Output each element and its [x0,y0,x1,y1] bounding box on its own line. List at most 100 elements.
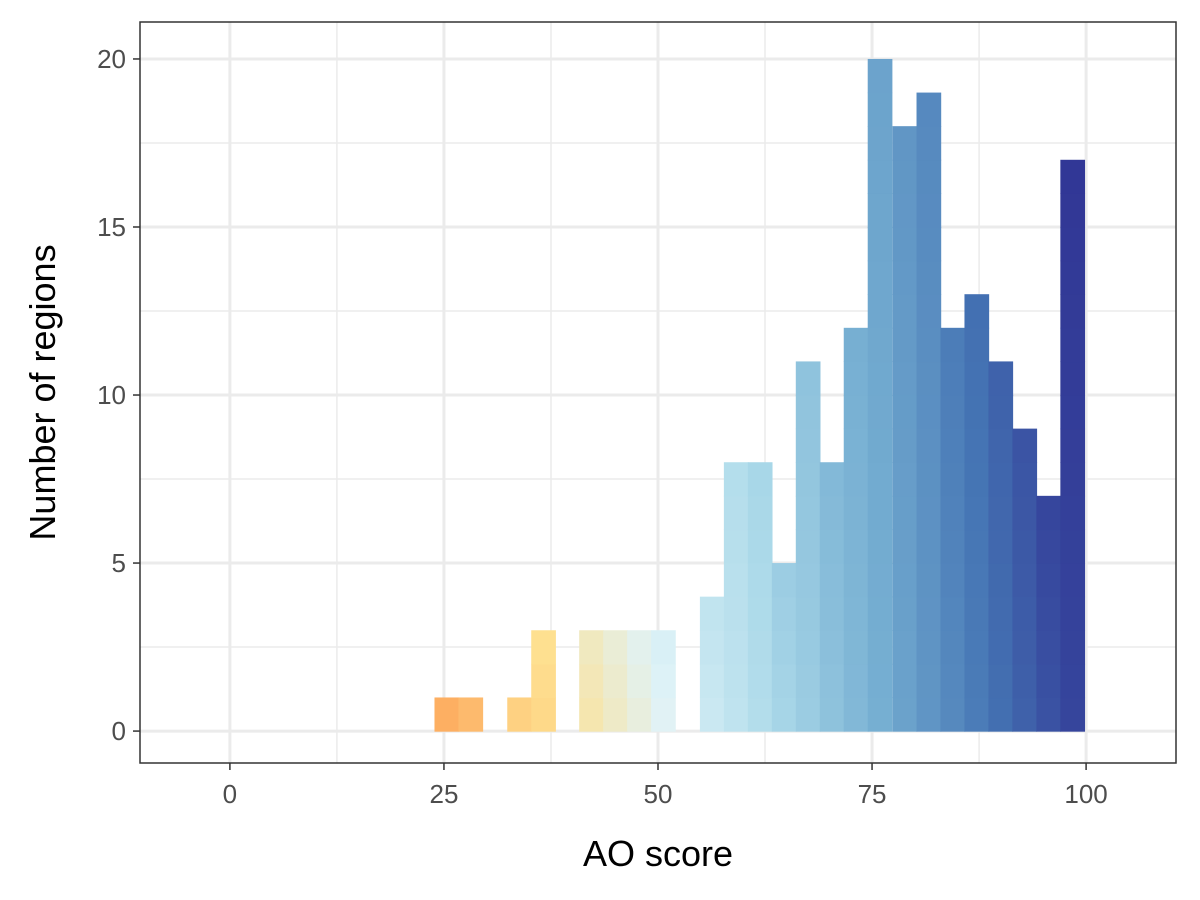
bar-segment [795,395,821,430]
bar-segment [747,596,773,631]
y-tick-label: 15 [97,212,126,242]
bar-segment [723,529,749,564]
bar-segment [531,663,556,699]
bar-segment [699,596,725,631]
bar-segment [940,596,966,631]
bar-segment [867,462,893,497]
bar-segment [723,495,749,531]
bar-segment [1012,529,1038,564]
bar-segment [1060,663,1086,699]
bar-segment [723,630,749,665]
bar-segment [1060,193,1086,228]
bar-segment [867,529,893,564]
x-tick-label: 100 [1064,779,1107,809]
bar-segment [892,361,918,396]
bar-segment [964,663,990,699]
bar-segment [1036,630,1062,665]
bar-segment [1036,697,1062,732]
bar-segment [964,495,990,531]
bar-segment [940,428,966,463]
bar-segment [507,697,532,732]
bar-segment [867,226,893,262]
bar-segment [795,596,821,631]
bar-segment [531,697,556,732]
y-tick-label: 0 [112,716,126,746]
bar-segment [964,294,990,329]
bar-segment [940,361,966,396]
bar-segment [747,462,773,497]
bar-segment [867,697,893,732]
bar-segment [867,92,893,127]
histogram-bar [916,92,942,732]
bar-segment [988,495,1014,531]
bar-segment [771,563,797,598]
bar-segment [892,193,918,228]
bar-segment [651,630,676,665]
bar-segment [988,630,1014,665]
bar-segment [843,663,869,699]
bar-segment [988,529,1014,564]
bar-segment [458,697,484,732]
bar-segment [892,428,918,463]
bar-segment [964,563,990,598]
bar-segment [916,395,942,430]
bar-segment [964,395,990,430]
bar-segment [1012,462,1038,497]
bar-segment [892,630,918,665]
bar-segment [795,697,821,732]
bar-segment [867,495,893,531]
bar-segment [1012,596,1038,631]
bar-segment [964,361,990,396]
bar-segment [867,630,893,665]
y-axis-title: Number of regions [22,244,63,540]
bar-segment [819,663,845,699]
bar-segment [1036,563,1062,598]
bar-segment [699,630,725,665]
bar-segment [964,327,990,363]
bar-segment [892,596,918,631]
bar-segment [843,596,869,631]
histogram-bar [507,697,532,732]
x-axis: 0 25 50 75 100 [223,763,1108,809]
bar-segment [795,563,821,598]
bar-segment [1060,294,1086,329]
bar-segment [988,428,1014,463]
bar-segment [940,529,966,564]
bar-segment [867,563,893,598]
histogram-bar [603,630,628,732]
bar-segment [867,327,893,363]
bar-segment [1036,495,1062,531]
histogram-bar [723,462,749,732]
bar-segment [916,630,942,665]
x-axis-title: AO score [583,833,733,874]
histogram-bar [964,294,990,732]
bar-segment [795,630,821,665]
bar-segment [892,697,918,732]
histogram-bars [434,58,1086,732]
bar-segment [603,630,628,665]
bar-segment [795,462,821,497]
bar-segment [867,294,893,329]
bar-segment [916,697,942,732]
histogram-bar [699,596,725,732]
bar-segment [892,495,918,531]
bar-segment [988,563,1014,598]
bar-segment [1036,596,1062,631]
histogram-bar [747,462,773,732]
bar-segment [843,563,869,598]
histogram-bar [531,630,556,732]
bar-segment [1060,495,1086,531]
y-tick-label: 5 [112,548,126,578]
bar-segment [579,697,604,732]
bar-segment [627,663,652,699]
bar-segment [988,697,1014,732]
bar-segment [531,630,556,665]
bar-segment [1012,663,1038,699]
bar-segment [964,596,990,631]
bar-segment [1036,663,1062,699]
bar-segment [867,260,893,295]
bar-segment [843,529,869,564]
bar-segment [723,462,749,497]
bar-segment [627,630,652,665]
x-tick-label: 0 [223,779,237,809]
